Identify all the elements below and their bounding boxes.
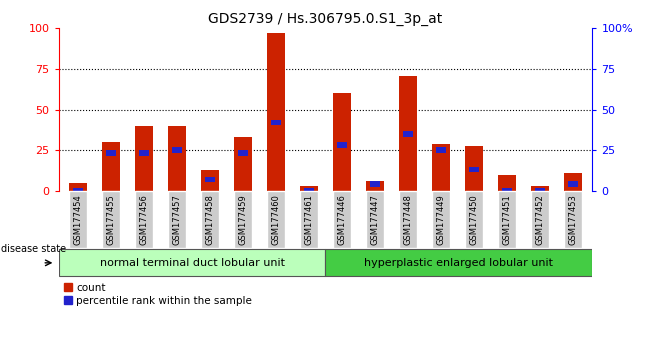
Bar (534, 188, 545, 191)
FancyBboxPatch shape (333, 191, 351, 248)
FancyBboxPatch shape (267, 191, 285, 248)
Text: GSM177458: GSM177458 (206, 194, 215, 245)
Text: GSM177450: GSM177450 (469, 194, 478, 245)
FancyBboxPatch shape (201, 191, 219, 248)
FancyBboxPatch shape (432, 191, 450, 248)
Text: GSM177455: GSM177455 (107, 194, 116, 245)
Bar (436, 147, 446, 153)
Bar (403, 131, 413, 137)
FancyBboxPatch shape (135, 191, 154, 248)
Text: disease state: disease state (1, 244, 66, 254)
FancyBboxPatch shape (234, 191, 252, 248)
FancyBboxPatch shape (564, 191, 582, 248)
Bar (106, 150, 117, 156)
Bar (135, 126, 154, 191)
Bar (238, 150, 248, 156)
Text: normal terminal duct lobular unit: normal terminal duct lobular unit (100, 258, 284, 268)
Bar (304, 188, 314, 191)
Text: GSM177452: GSM177452 (535, 194, 544, 245)
Bar (333, 93, 351, 191)
Text: GSM177454: GSM177454 (74, 194, 83, 245)
Bar (102, 142, 120, 191)
FancyBboxPatch shape (168, 191, 186, 248)
Text: hyperplastic enlarged lobular unit: hyperplastic enlarged lobular unit (365, 258, 553, 268)
Text: GSM177446: GSM177446 (337, 194, 346, 245)
Text: GSM177453: GSM177453 (568, 194, 577, 245)
Text: GSM177461: GSM177461 (305, 194, 314, 245)
Bar (370, 181, 380, 187)
Bar (564, 173, 582, 191)
Text: GSM177459: GSM177459 (239, 194, 247, 245)
FancyBboxPatch shape (531, 191, 549, 248)
Bar (432, 144, 450, 191)
FancyBboxPatch shape (326, 249, 592, 276)
Bar (531, 186, 549, 191)
Bar (366, 181, 384, 191)
Bar (234, 137, 252, 191)
Text: GSM177449: GSM177449 (436, 194, 445, 245)
FancyBboxPatch shape (300, 191, 318, 248)
Bar (337, 142, 347, 148)
Bar (399, 75, 417, 191)
Bar (469, 167, 478, 172)
Bar (568, 181, 577, 187)
Bar (69, 183, 87, 191)
Bar (497, 175, 516, 191)
Bar (300, 186, 318, 191)
FancyBboxPatch shape (497, 191, 516, 248)
Bar (205, 177, 215, 182)
Bar (201, 170, 219, 191)
Bar (173, 147, 182, 153)
Bar (271, 120, 281, 125)
FancyBboxPatch shape (465, 191, 483, 248)
Bar (267, 33, 285, 191)
Legend: count, percentile rank within the sample: count, percentile rank within the sample (64, 283, 252, 306)
FancyBboxPatch shape (59, 249, 326, 276)
Text: GSM177456: GSM177456 (140, 194, 149, 245)
Text: GSM177460: GSM177460 (271, 194, 281, 245)
Text: GSM177447: GSM177447 (370, 194, 380, 245)
FancyBboxPatch shape (102, 191, 120, 248)
Title: GDS2739 / Hs.306795.0.S1_3p_at: GDS2739 / Hs.306795.0.S1_3p_at (208, 12, 443, 26)
Text: GSM177451: GSM177451 (502, 194, 511, 245)
Bar (74, 188, 83, 191)
Bar (139, 150, 149, 156)
FancyBboxPatch shape (69, 191, 87, 248)
Text: GSM177457: GSM177457 (173, 194, 182, 245)
Text: GSM177448: GSM177448 (404, 194, 412, 245)
Bar (502, 188, 512, 191)
FancyBboxPatch shape (366, 191, 384, 248)
Bar (168, 126, 186, 191)
Bar (465, 145, 483, 191)
FancyBboxPatch shape (399, 191, 417, 248)
